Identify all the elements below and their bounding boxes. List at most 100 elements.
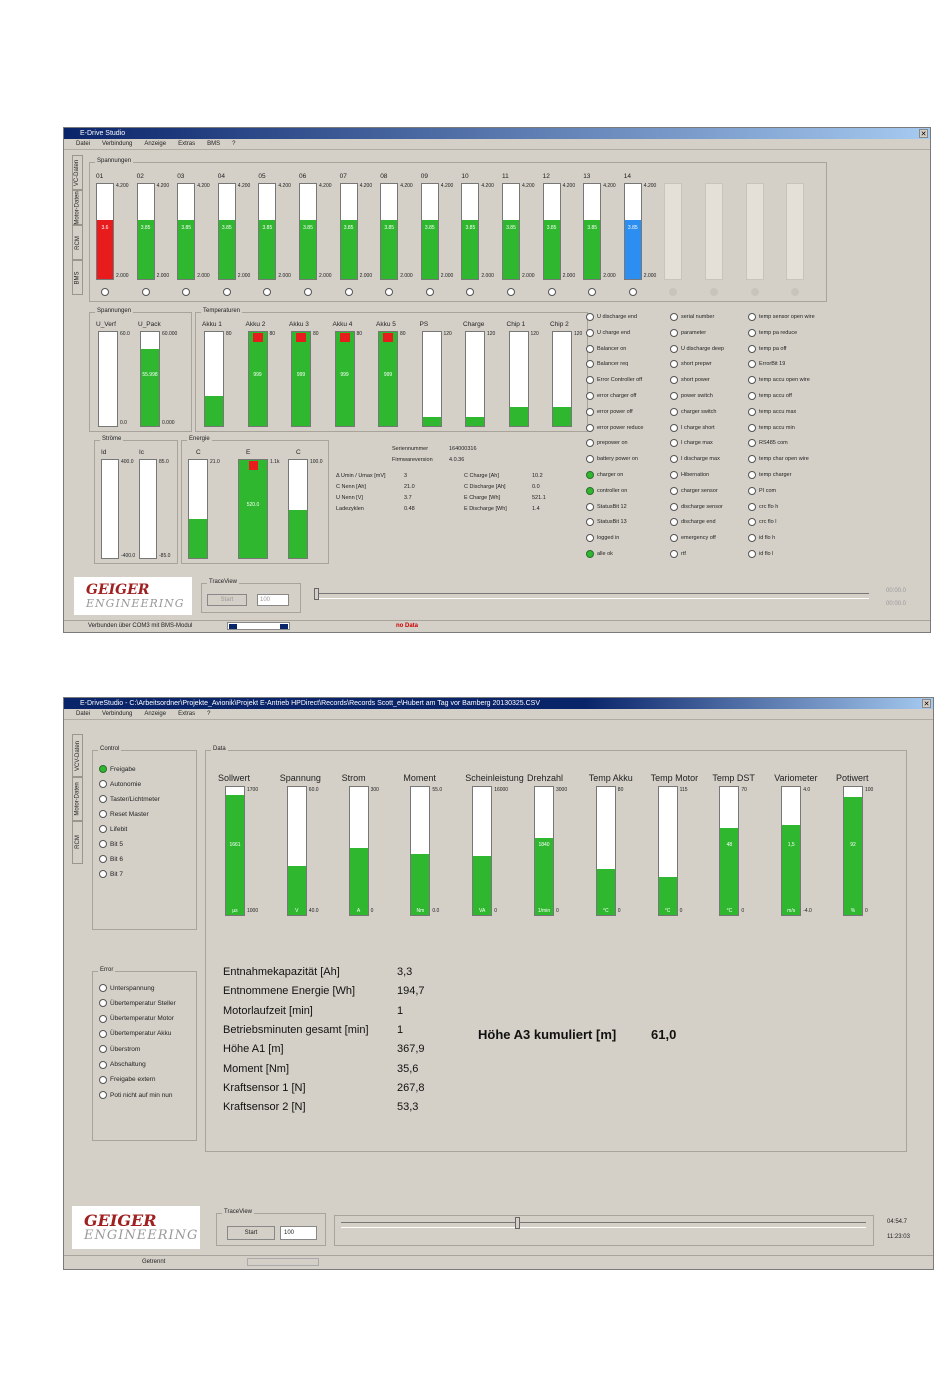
control-flag[interactable]: Reset Master (99, 810, 149, 818)
control-flag-radio[interactable] (99, 855, 107, 863)
cell-select-radio[interactable] (182, 288, 191, 296)
temp-flag[interactable]: temp pa off (748, 344, 786, 353)
error-flag[interactable]: short prepwr (670, 360, 712, 369)
control-flag-radio[interactable] (99, 870, 107, 878)
error-flag-radio[interactable] (670, 360, 678, 369)
menu-item[interactable]: Extras (178, 711, 196, 717)
status-flag[interactable]: U charge end (586, 328, 630, 337)
control-flag[interactable]: Bit 5 (99, 840, 123, 848)
error-flag-radio[interactable] (670, 376, 678, 385)
temp-flag[interactable]: crc flo h (748, 502, 778, 511)
temp-flag[interactable]: temp accu open wire (748, 376, 810, 385)
status-flag[interactable]: battery power on (586, 455, 638, 464)
error-flag[interactable]: emergency off (670, 534, 716, 543)
error-flag-radio[interactable] (670, 344, 678, 353)
cell-select-radio[interactable] (263, 288, 272, 296)
error-flag[interactable]: Hibernation (670, 471, 709, 479)
error-flag[interactable]: Abschaltung (99, 1060, 146, 1069)
temp-flag-radio[interactable] (748, 439, 756, 448)
error-flag[interactable]: discharge end (670, 518, 716, 527)
temp-flag-radio[interactable] (748, 360, 756, 369)
temp-flag-radio[interactable] (748, 392, 756, 400)
error-flag[interactable]: I charge max (670, 439, 713, 448)
temp-flag[interactable]: temp charger (748, 471, 791, 479)
close-icon[interactable]: ✕ (919, 129, 928, 138)
error-flag[interactable]: Unterspannung (99, 984, 154, 992)
cell-select-radio[interactable] (385, 288, 394, 296)
menu-item[interactable]: ? (207, 711, 211, 717)
temp-flag[interactable]: temp pa reduce (748, 328, 797, 337)
status-flag-radio[interactable] (586, 486, 594, 495)
error-flag-radio[interactable] (670, 486, 678, 495)
status-flag[interactable]: charger on (586, 471, 623, 479)
temp-flag-radio[interactable] (748, 502, 756, 511)
vertical-tab[interactable]: BMS (72, 260, 83, 295)
control-flag-radio[interactable] (99, 795, 107, 803)
error-flag-radio[interactable] (99, 1075, 107, 1084)
error-flag-radio[interactable] (670, 502, 678, 511)
error-flag-radio[interactable] (670, 392, 678, 400)
error-flag[interactable]: Übertemperatur Akku (99, 1029, 171, 1038)
menu-item[interactable]: Datei (76, 141, 91, 147)
cell-select-radio[interactable] (628, 288, 637, 296)
status-flag-radio[interactable] (586, 455, 594, 464)
cell-select-radio[interactable] (141, 288, 150, 296)
temp-flag-radio[interactable] (748, 376, 756, 385)
temp-flag[interactable]: RS485 com (748, 439, 788, 448)
cell-select-radio[interactable] (750, 288, 759, 296)
menu-item[interactable]: Anzeige (144, 141, 167, 147)
cell-select-radio[interactable] (588, 288, 597, 296)
error-flag-radio[interactable] (99, 984, 107, 992)
control-flag-radio[interactable] (99, 825, 107, 833)
start-button[interactable]: Start (227, 1226, 275, 1240)
menu-item[interactable]: Verbindung (102, 711, 133, 717)
control-flag[interactable]: Autonomie (99, 780, 141, 788)
error-flag[interactable]: Überstrom (99, 1045, 140, 1054)
status-flag-radio[interactable] (586, 376, 594, 385)
status-flag[interactable]: logged in (586, 534, 619, 543)
error-flag-radio[interactable] (99, 1045, 107, 1054)
status-flag-radio[interactable] (586, 502, 594, 511)
control-flag[interactable]: Lifebit (99, 825, 127, 833)
status-flag[interactable]: U discharge end (586, 313, 637, 321)
control-flag[interactable]: Bit 7 (99, 870, 123, 878)
status-flag[interactable]: StatusBit 12 (586, 502, 627, 511)
status-flag-radio[interactable] (586, 313, 594, 321)
temp-flag[interactable]: temp accu min (748, 423, 795, 432)
status-flag-radio[interactable] (586, 439, 594, 448)
error-flag-radio[interactable] (670, 407, 678, 416)
status-flag-radio[interactable] (586, 344, 594, 353)
temp-flag-radio[interactable] (748, 407, 756, 416)
error-flag-radio[interactable] (670, 455, 678, 464)
error-flag[interactable]: charger sensor (670, 486, 718, 495)
status-flag-radio[interactable] (586, 534, 594, 543)
speed-spinner[interactable]: 100 (257, 594, 289, 606)
status-flag-radio[interactable] (586, 392, 594, 400)
cell-select-radio[interactable] (304, 288, 312, 296)
menu-item[interactable]: ? (232, 141, 236, 147)
vertical-tab[interactable]: RCM (72, 225, 83, 260)
error-flag[interactable]: I discharge max (670, 455, 720, 464)
status-flag[interactable]: Error Controller off (586, 376, 642, 385)
error-flag-radio[interactable] (670, 518, 678, 527)
status-flag[interactable]: error power reduce (586, 423, 643, 432)
status-flag[interactable]: Balancer req (586, 360, 628, 369)
error-flag[interactable]: Freigabe extern (99, 1075, 156, 1084)
trace-slider[interactable] (341, 1222, 866, 1228)
error-flag-radio[interactable] (99, 999, 107, 1008)
vertical-tab[interactable]: Motor-Daten (72, 190, 83, 225)
temp-flag[interactable]: crc flo l (748, 518, 776, 527)
temp-flag[interactable]: id flo h (748, 534, 775, 543)
error-flag-radio[interactable] (99, 1014, 107, 1023)
error-flag-radio[interactable] (670, 313, 678, 321)
error-flag-radio[interactable] (670, 534, 678, 543)
error-flag[interactable]: parameter (670, 328, 706, 337)
status-flag[interactable]: error charger off (586, 392, 636, 400)
cell-select-radio[interactable] (669, 288, 678, 296)
control-flag[interactable]: Freigabe (99, 765, 136, 773)
error-flag-radio[interactable] (99, 1060, 107, 1069)
temp-flag-radio[interactable] (748, 518, 756, 527)
error-flag-radio[interactable] (670, 328, 678, 337)
error-flag[interactable]: Übertemperatur Steller (99, 999, 176, 1008)
error-flag-radio[interactable] (670, 439, 678, 448)
